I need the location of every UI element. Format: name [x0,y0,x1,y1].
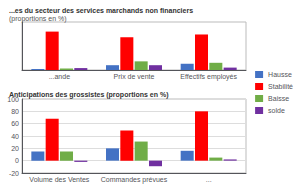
svg-text:0: 0 [15,157,19,164]
svg-text:Hausse: Hausse [268,71,292,78]
svg-text:...: ... [206,176,212,183]
svg-text:Baisse: Baisse [268,95,289,102]
svg-text:Commandes prévues: Commandes prévues [101,176,168,184]
svg-text:...ande: ...ande [49,73,71,80]
svg-text:-20: -20 [9,170,19,177]
svg-text:80: 80 [11,108,19,115]
svg-text:Prix de vente: Prix de vente [114,73,155,80]
svg-text:(proportions en %): (proportions en %) [9,15,67,23]
svg-text:100: 100 [7,95,19,103]
svg-text:Anticipations des grossistes (: Anticipations des grossistes (proportion… [9,91,168,99]
svg-text:Stabilité: Stabilité [268,83,293,90]
svg-text:...es du secteur des services: ...es du secteur des services marchands … [9,7,193,14]
svg-text:Effectifs employés: Effectifs employés [180,73,237,81]
svg-text:20: 20 [11,145,19,152]
svg-text:40: 40 [11,133,19,140]
svg-text:60: 60 [11,120,19,127]
svg-text:Volume des Ventes: Volume des Ventes [29,176,89,183]
svg-text:solde: solde [268,107,285,114]
